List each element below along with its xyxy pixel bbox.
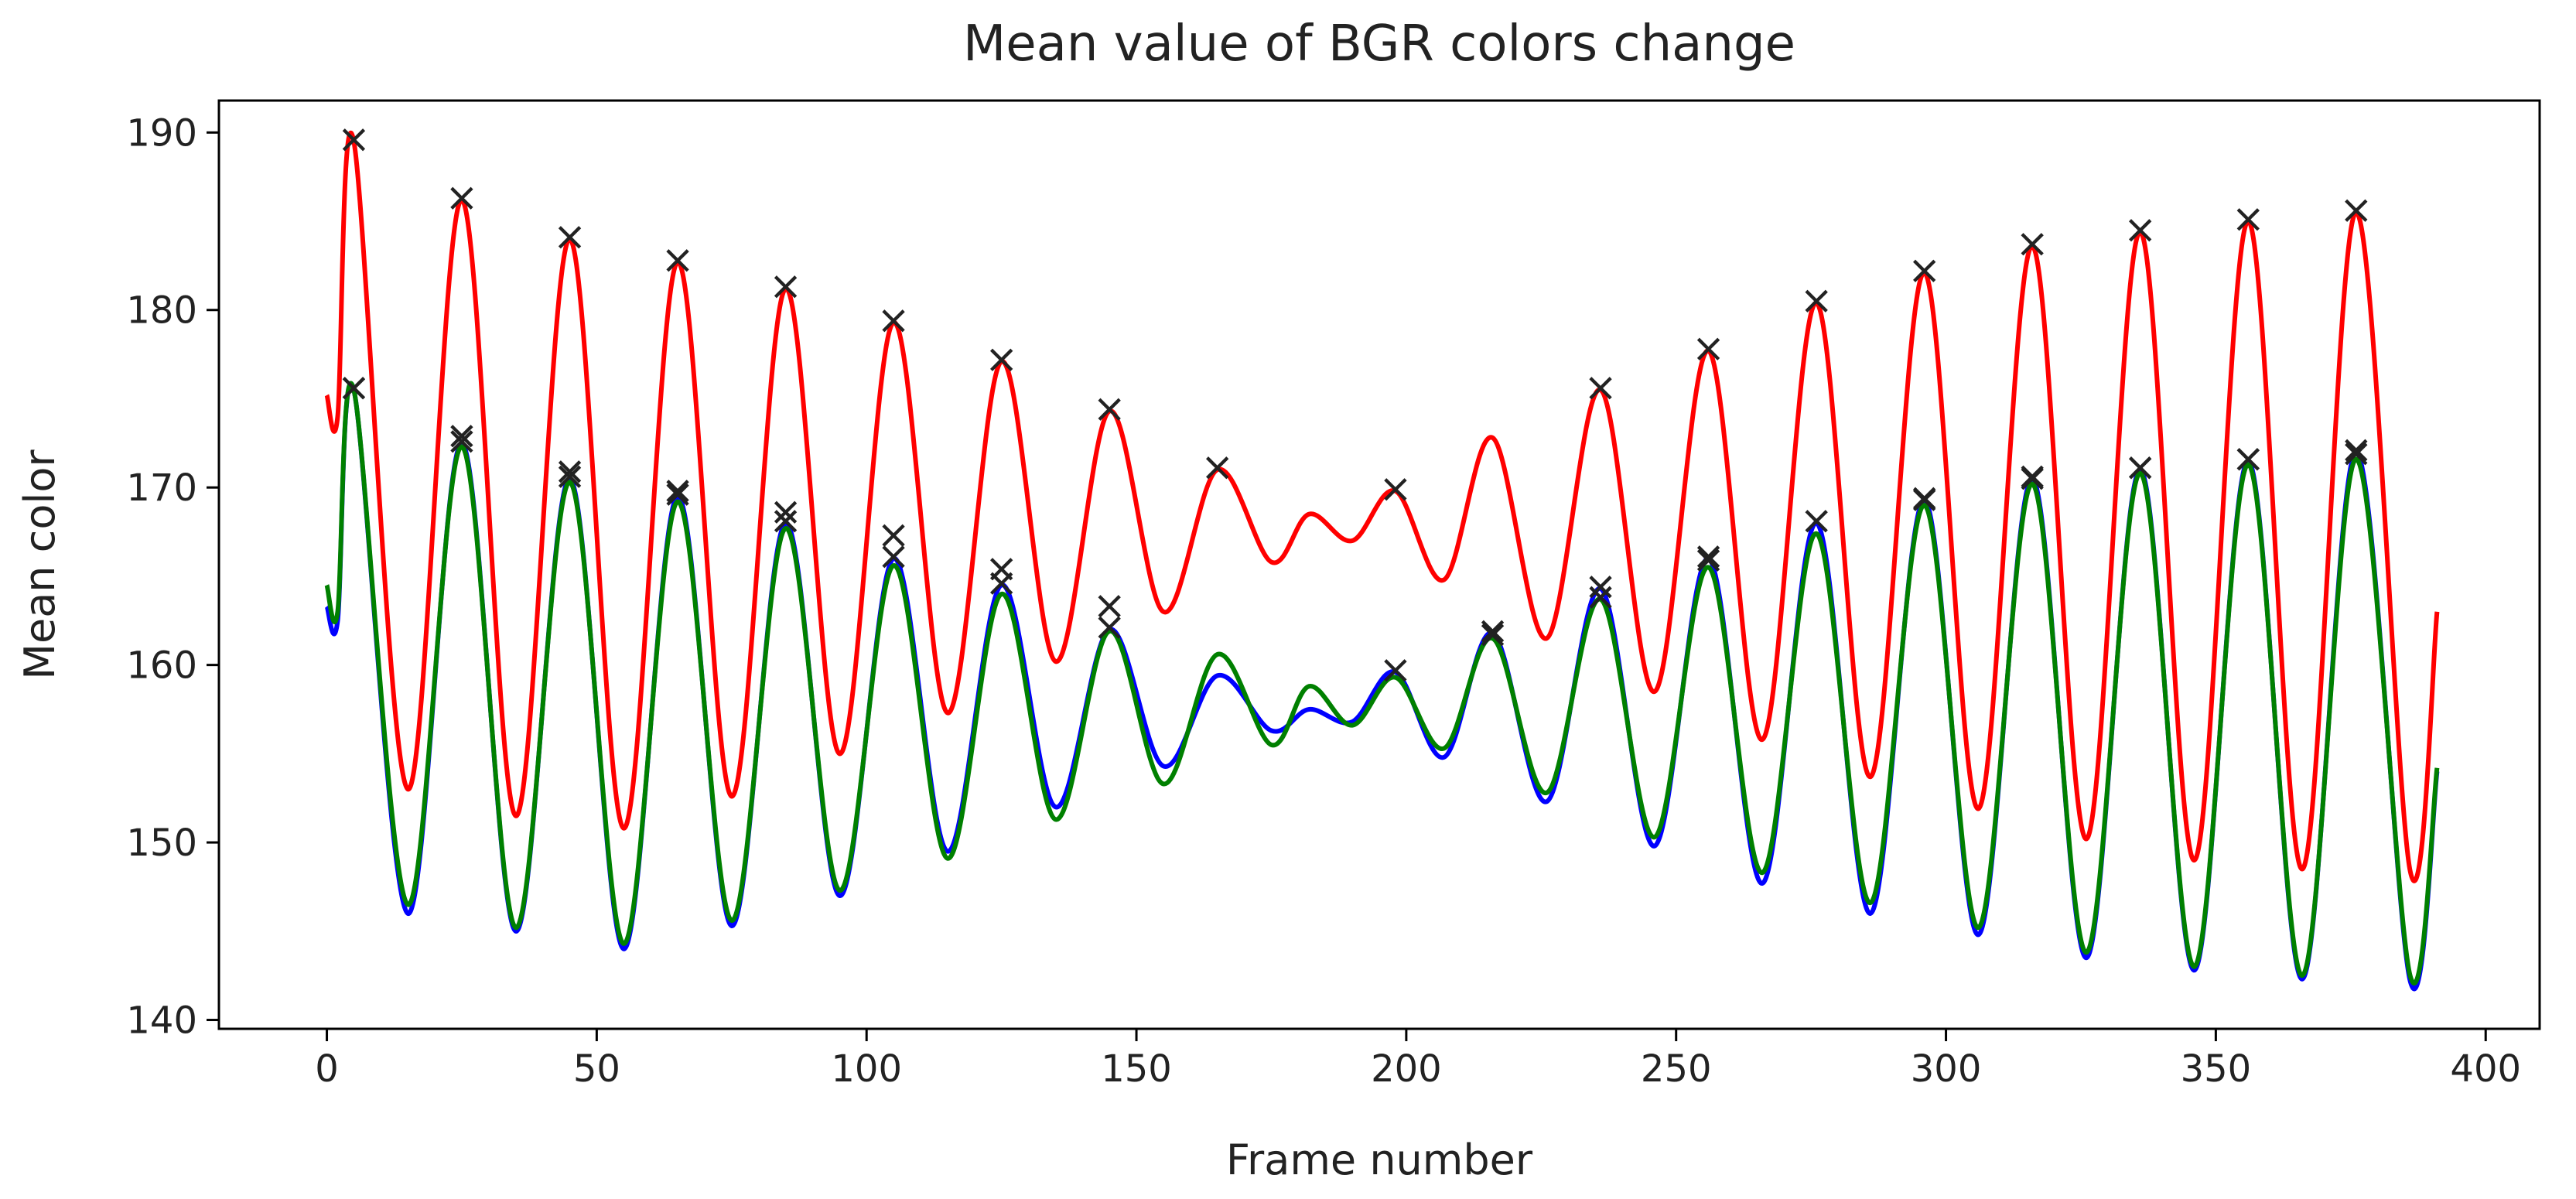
peak-marker: ×: [2339, 426, 2373, 473]
y-axis: 140 150 160 170 180 190: [126, 111, 219, 1043]
peak-marker: ×: [1799, 278, 1833, 324]
y-tick-label: 190: [126, 111, 197, 155]
peak-marker: ×: [2123, 207, 2157, 253]
peak-marker: ×: [1584, 563, 1618, 610]
x-tick-label: 200: [1371, 1047, 1442, 1091]
x-axis-label: Frame number: [1226, 1136, 1533, 1184]
peak-marker: ×: [2123, 444, 2157, 490]
peak-marker: ×: [1799, 497, 1833, 544]
peak-marker: ×: [876, 297, 910, 343]
peak-marker: ×: [2015, 455, 2049, 501]
x-axis: 0 50 100 150 200 250 300 350 400: [315, 1029, 2521, 1091]
peak-marker: ×: [2015, 220, 2049, 267]
x-tick-label: 400: [2450, 1047, 2521, 1091]
y-tick-label: 140: [126, 999, 197, 1043]
peak-marker: ×: [2015, 453, 2049, 500]
peak-marker: ×: [337, 116, 371, 162]
chart-title: Mean value of BGR colors change: [963, 15, 1795, 73]
peak-marker: ×: [1692, 326, 1726, 372]
peak-marker: ×: [1584, 574, 1618, 620]
peak-marker: ×: [661, 237, 695, 283]
peak-marker: ×: [1092, 386, 1126, 432]
peak-marker: ×: [337, 364, 371, 411]
peak-marker: ×: [1908, 477, 1942, 523]
peak-marker: ×: [1476, 607, 1510, 654]
peak-marker: ×: [2123, 444, 2157, 490]
peak-marker: ×: [769, 497, 803, 544]
peak-marker: ×: [661, 467, 695, 514]
peak-marker: ×: [445, 174, 479, 220]
series-lines: [324, 130, 2440, 992]
x-tick-label: 150: [1101, 1047, 1172, 1091]
peak-marker: ×: [1201, 444, 1235, 490]
peak-marker: ×: [2339, 430, 2373, 477]
series-line-1: [324, 381, 2440, 986]
peak-marker: ×: [876, 533, 910, 579]
peak-marker: ×: [1908, 248, 1942, 294]
peak-marker: ×: [876, 511, 910, 558]
y-tick-label: 180: [126, 289, 197, 333]
plot-area: ××× ×××××××××× × × × × ×××× ×××××× ×××××× × × ×××× ×…: [217, 99, 2541, 1030]
peak-marker: ×: [1692, 533, 1726, 579]
peak-marker: ×: [985, 336, 1019, 382]
peak-marker: ×: [2339, 187, 2373, 234]
y-tick-label: 170: [126, 466, 197, 510]
peak-marker: ×: [1476, 611, 1510, 658]
axes-frame: [217, 99, 2541, 1030]
x-tick-label: 100: [831, 1047, 902, 1091]
peak-marker: ×: [1908, 474, 1942, 521]
peak-marker: ×: [985, 545, 1019, 592]
peak-marker: ×: [553, 448, 587, 494]
x-tick-label: 0: [315, 1047, 339, 1091]
series-line-2: [324, 130, 2440, 883]
x-tick-label: 300: [1911, 1047, 1982, 1091]
x-tick-label: 350: [2181, 1047, 2252, 1091]
peak-marker: ×: [1379, 466, 1413, 512]
series-markers: ××× ×××××××××× × × × × ×××× ×××××× ×××××× × × ×××× ×…: [337, 116, 2373, 693]
peak-marker: ×: [769, 263, 803, 309]
peak-marker: ×: [445, 412, 479, 459]
peak-marker: ×: [2231, 436, 2265, 482]
peak-marker: ×: [445, 418, 479, 464]
peak-marker: ×: [553, 213, 587, 260]
y-axis-label: Mean color: [15, 449, 64, 680]
peak-marker: ×: [553, 453, 587, 500]
peak-marker: ×: [1379, 647, 1413, 693]
peak-marker: ×: [1692, 537, 1726, 583]
peak-marker: ×: [1092, 604, 1126, 651]
peak-marker: ×: [2231, 196, 2265, 242]
y-tick-label: 160: [126, 644, 197, 688]
y-tick-label: 150: [126, 822, 197, 865]
x-tick-label: 50: [573, 1047, 620, 1091]
peak-marker: ×: [337, 364, 371, 411]
peak-marker: ×: [661, 471, 695, 518]
peak-marker: ×: [1584, 364, 1618, 411]
peak-marker: ×: [985, 559, 1019, 606]
x-tick-label: 250: [1641, 1047, 1712, 1091]
peak-marker: ×: [1092, 582, 1126, 629]
peak-marker: ×: [2231, 436, 2265, 482]
peak-marker: ×: [769, 489, 803, 535]
